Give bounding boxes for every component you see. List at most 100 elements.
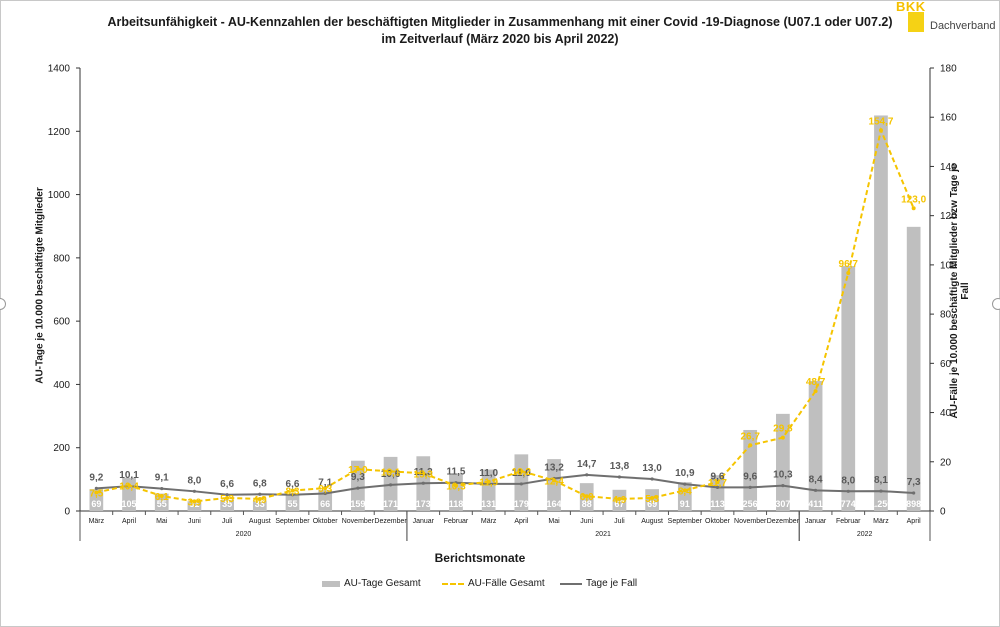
au-faelle-value-label: 11,7 [708, 478, 727, 489]
bar-value-label: 131 [481, 499, 496, 509]
x-tick-label: Oktober [705, 518, 731, 525]
bar-value-label: 411 [808, 499, 823, 509]
y-left-tick-label: 800 [53, 253, 70, 264]
point-tage-je-fall [585, 473, 589, 477]
point-tage-je-fall [323, 491, 327, 496]
point-au-faelle [388, 469, 393, 474]
point-au-faelle [421, 471, 426, 476]
bar [841, 266, 856, 511]
x-tick-label: Mai [156, 518, 168, 525]
legend-swatch-bar [322, 580, 340, 587]
point-au-faelle [94, 490, 99, 495]
bar [906, 226, 921, 511]
point-au-faelle [682, 488, 687, 493]
point-tage-je-fall [160, 487, 164, 491]
tage-je-fall-value-label: 9,2 [89, 472, 103, 483]
x-tick-label: November [734, 518, 767, 525]
bar-value-label: 256 [743, 499, 758, 509]
legend-swatch-dashed [442, 582, 464, 585]
tage-je-fall-value-label: 8,4 [809, 474, 823, 485]
bar-value-label: 307 [775, 499, 790, 509]
x-tick-label: April [514, 518, 528, 525]
point-au-faelle [617, 496, 622, 501]
bar-value-label: 774 [841, 499, 856, 509]
x-tick-label: Januar [413, 518, 435, 525]
tage-je-fall-value-label: 10,3 [773, 470, 793, 481]
bar-value-label: 31 [189, 499, 199, 509]
point-tage-je-fall [454, 481, 458, 485]
point-au-faelle [715, 480, 720, 485]
point-tage-je-fall [715, 485, 720, 489]
tage-je-fall-value-label: 9,6 [711, 471, 725, 482]
y-left-tick-label: 600 [53, 317, 70, 328]
bar [89, 489, 104, 511]
tage-je-fall-value-label: 11,5 [447, 467, 466, 478]
point-au-faelle [355, 467, 360, 472]
tage-je-fall-value-label: 6,8 [253, 478, 267, 489]
bar-value-label: 164 [547, 499, 562, 509]
point-au-faelle [650, 495, 655, 500]
au-faelle-value-label: 12,4 [544, 476, 564, 487]
au-faelle-value-label: 16,1 [381, 467, 401, 478]
point-au-faelle [323, 486, 328, 491]
tage-je-fall-value-label: 11,3 [414, 467, 433, 478]
au-faelle-value-label: 10,4 [119, 481, 139, 492]
au-faelle-value-label: 15,3 [414, 469, 434, 480]
au-faelle-value-label: 5,3 [220, 494, 234, 505]
bar-value-label: 171 [383, 499, 398, 509]
logo-dachverband-text: Dachverband [930, 20, 996, 32]
tage-je-fall-value-label: 13,8 [610, 461, 630, 472]
point-tage-je-fall [813, 488, 818, 492]
tage-je-fall-value-label: 13,2 [544, 463, 564, 474]
y-left-tick-label: 1200 [48, 127, 71, 138]
x-tick-label: Juni [580, 518, 593, 525]
bar-value-label: 898 [906, 499, 921, 509]
x-tick-label: April [122, 518, 136, 525]
x-tick-label: April [907, 518, 921, 525]
point-tage-je-fall [617, 475, 622, 479]
x-tick-label: November [342, 518, 375, 525]
bar [187, 501, 202, 511]
legend-label: AU-Tage Gesamt [344, 578, 421, 589]
bar-value-label: 66 [320, 499, 330, 509]
y-left-tick-label: 400 [53, 380, 70, 391]
bar-value-label: 55 [157, 499, 167, 509]
tage-je-fall-value-label: 13,0 [642, 463, 662, 474]
point-au-faelle [846, 271, 851, 276]
bar-value-label: 69 [91, 499, 101, 509]
au-faelle-value-label: 154,7 [868, 116, 893, 127]
bar-value-label: 69 [647, 499, 657, 509]
bar [710, 475, 725, 511]
bar [154, 493, 169, 511]
tage-je-fall-value-label: 10,1 [119, 470, 139, 481]
year-label: 2020 [236, 531, 252, 538]
y-right-tick-label: 40 [940, 408, 952, 419]
point-au-faelle [290, 488, 295, 493]
legend-item-au-tage: AU-Tage Gesamt [322, 578, 421, 589]
au-faelle-value-label: 48,7 [806, 377, 826, 388]
au-faelle-value-label: 8,3 [286, 487, 300, 498]
bar [285, 493, 300, 511]
point-tage-je-fall [912, 491, 916, 495]
x-tick-label: Februar [444, 518, 469, 525]
bar-value-label: 173 [416, 499, 431, 509]
y-right-tick-label: 120 [940, 211, 957, 222]
point-au-faelle [453, 483, 458, 488]
au-faelle-value-label: 4,9 [612, 495, 626, 506]
x-tick-label: August [641, 518, 663, 525]
legend-item-tage-je-fall: Tage je Fall [560, 578, 637, 589]
right-resize-handle[interactable] [992, 298, 1000, 310]
au-faelle-value-label: 96,7 [839, 259, 859, 270]
point-au-faelle [519, 469, 524, 474]
point-au-faelle [780, 435, 785, 440]
au-faelle-value-label: 6,1 [155, 492, 169, 503]
x-tick-label: März [481, 518, 497, 525]
y-left-tick-label: 1000 [48, 190, 71, 201]
point-tage-je-fall [290, 493, 295, 497]
point-au-faelle [878, 128, 883, 133]
au-faelle-value-label: 7,5 [89, 489, 103, 500]
x-axis-title: Berichtsmonate [434, 551, 526, 565]
tage-je-fall-value-label: 14,7 [577, 459, 597, 470]
au-faelle-value-label: 4,9 [253, 495, 267, 506]
